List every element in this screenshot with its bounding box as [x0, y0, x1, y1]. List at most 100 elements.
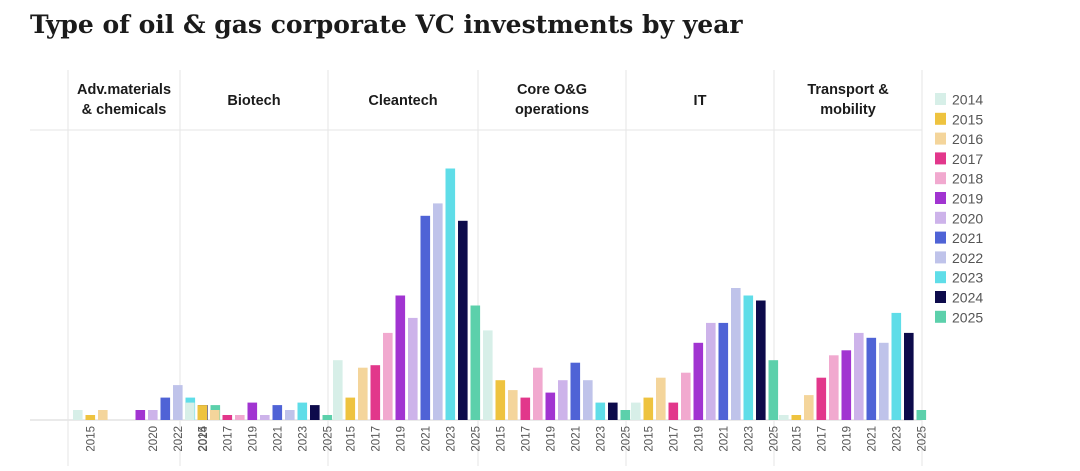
bar [520, 397, 531, 420]
bar [235, 415, 245, 420]
bar [285, 410, 295, 420]
bar [495, 380, 506, 420]
bar [322, 415, 333, 420]
bar [570, 362, 581, 420]
bar [583, 380, 593, 420]
legend-label: 2021 [952, 230, 983, 246]
x-tick-label: 2025 [322, 426, 334, 452]
panel-label: Cleantech [368, 93, 437, 109]
legend: 2014 2015 2016 2017 2018 2019 2020 2021 2022 2023… [935, 92, 983, 325]
x-tick-label: 2015 [643, 426, 655, 452]
panel-5: Transport & mobility 2015 2017 2019 2021 2023 2… [779, 82, 928, 452]
x-tick-label: 2019 [395, 426, 407, 452]
x-tick-label: 2021 [570, 426, 582, 452]
x-tick-label: 2015 [791, 426, 803, 452]
bar [866, 337, 877, 420]
panel-label: & chemicals [82, 102, 167, 118]
bar [816, 377, 827, 420]
panel-label: Core O&G [517, 82, 587, 98]
x-tick-label: 2019 [247, 426, 259, 452]
bar [743, 295, 754, 420]
bar [643, 397, 654, 420]
bar [718, 322, 729, 420]
bar [533, 367, 543, 420]
bar [160, 397, 171, 420]
legend-swatch [935, 93, 946, 105]
panel-label: Biotech [227, 93, 280, 109]
bar [395, 295, 406, 420]
bar [358, 367, 368, 420]
panel-label: mobility [820, 102, 876, 118]
panel-3: Core O&G operations 2015 2017 2019 2021 2023 20… [483, 82, 632, 452]
legend-swatch [935, 132, 946, 145]
x-tick-label: 2015 [345, 426, 357, 452]
bar [135, 410, 146, 420]
x-tick-label: 2017 [222, 426, 234, 452]
bar [260, 415, 270, 420]
legend-swatch [935, 251, 946, 264]
bar [458, 220, 468, 420]
bar [310, 405, 320, 420]
bar [681, 372, 691, 420]
bar [445, 168, 456, 420]
legend-swatch [935, 271, 946, 284]
panel-label: IT [694, 93, 707, 109]
x-tick-label: 2025 [768, 426, 780, 452]
x-tick-label: 2017 [370, 426, 382, 452]
bar [916, 410, 927, 420]
legend-swatch [935, 211, 946, 224]
bar [706, 322, 716, 420]
bar [756, 300, 766, 420]
bar [631, 402, 641, 420]
x-tick-label: 2023 [891, 426, 903, 452]
chart-title: Type of oil & gas corporate VC investmen… [30, 10, 743, 39]
bar [173, 385, 183, 420]
bar [693, 342, 704, 420]
x-tick-label: 2017 [520, 426, 532, 452]
x-tick-label: 2017 [668, 426, 680, 452]
legend-label: 2019 [952, 191, 983, 207]
bar [345, 397, 356, 420]
x-tick-label: 2015 [85, 426, 97, 452]
legend-swatch [935, 291, 946, 303]
bar [904, 332, 914, 421]
bar [891, 312, 902, 420]
x-tick-label: 2021 [420, 426, 432, 452]
bar [197, 405, 208, 420]
panel-0: Adv.materials & chemicals 2015 2020 2022 2024 [73, 82, 221, 452]
bar [370, 365, 381, 420]
legend-label: 2018 [952, 171, 983, 187]
legend-label: 2020 [952, 210, 983, 226]
bar [668, 402, 679, 420]
bar [483, 330, 493, 420]
bar [854, 332, 864, 421]
legend-label: 2015 [952, 111, 983, 127]
panel-2: Cleantech 2015 2017 2019 2021 2023 2025 [333, 93, 482, 452]
x-tick-label: 2024 [198, 425, 210, 451]
bar [608, 402, 618, 420]
x-tick-label: 2019 [693, 426, 705, 452]
bar [98, 410, 108, 420]
bar [558, 380, 568, 420]
bar [433, 203, 443, 420]
bar [620, 410, 631, 420]
bar [247, 402, 258, 420]
x-tick-label: 2017 [816, 426, 828, 452]
x-tick-label: 2023 [595, 426, 607, 452]
bar [768, 360, 779, 420]
x-tick-label: 2020 [148, 426, 160, 452]
bar [841, 350, 852, 420]
legend-label: 2024 [952, 290, 983, 306]
x-tick-label: 2023 [297, 426, 309, 452]
bar [210, 410, 220, 420]
bar [545, 392, 556, 420]
x-tick-label: 2019 [545, 426, 557, 452]
legend-label: 2022 [952, 250, 983, 266]
legend-label: 2016 [952, 131, 983, 147]
bar [85, 415, 96, 420]
bar [829, 355, 839, 420]
bar [222, 415, 233, 420]
bar [73, 410, 83, 420]
x-tick-label: 2015 [495, 426, 507, 452]
panel-1: Biotech 2015 2017 2019 2021 2023 2025 [185, 93, 334, 452]
